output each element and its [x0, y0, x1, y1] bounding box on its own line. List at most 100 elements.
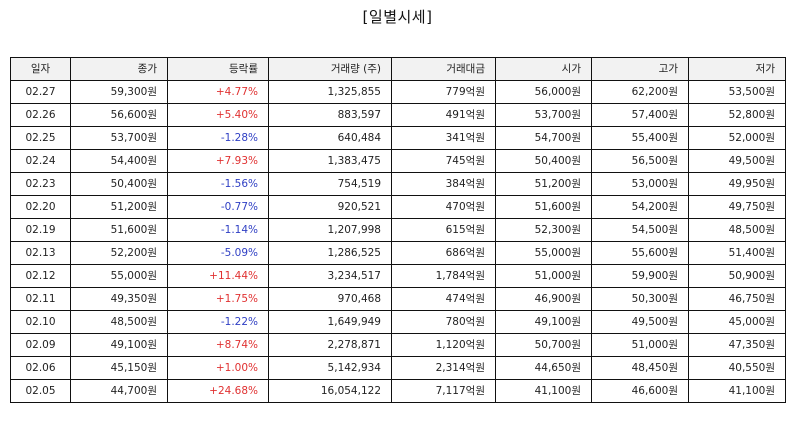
- cell-open: 51,000원: [495, 264, 592, 288]
- cell-date: 02.25: [10, 126, 71, 150]
- cell-change: -1.14%: [167, 218, 269, 242]
- cell-high: 48,450원: [591, 356, 689, 380]
- cell-close: 51,600원: [70, 218, 168, 242]
- cell-change: +11.44%: [167, 264, 269, 288]
- cell-open: 54,700원: [495, 126, 592, 150]
- cell-high: 46,600원: [591, 379, 689, 403]
- cell-low: 49,750원: [688, 195, 786, 219]
- cell-date: 02.24: [10, 149, 71, 173]
- table-row: 02.09 49,100원 +8.74% 2,278,871 1,120억원 50,700…: [10, 333, 786, 357]
- cell-volume: 3,234,517: [268, 264, 392, 288]
- cell-open: 51,600원: [495, 195, 592, 219]
- cell-change: -1.22%: [167, 310, 269, 334]
- cell-volume: 754,519: [268, 172, 392, 196]
- cell-date: 02.13: [10, 241, 71, 265]
- table-row: 02.10 48,500원 -1.22% 1,649,949 780억원 49,100원 4…: [10, 310, 786, 334]
- cell-volume: 1,383,475: [268, 149, 392, 173]
- daily-price-table: 일자 종가 등락률 거래량 (주) 거래대금 시가 고가 저가 02.27 59,…: [10, 57, 786, 403]
- cell-high: 54,500원: [591, 218, 689, 242]
- header-close: 종가: [70, 57, 168, 81]
- cell-date: 02.11: [10, 287, 71, 311]
- cell-low: 49,500원: [688, 149, 786, 173]
- cell-low: 52,000원: [688, 126, 786, 150]
- table-row: 02.06 45,150원 +1.00% 5,142,934 2,314억원 44,650…: [10, 356, 786, 380]
- cell-low: 46,750원: [688, 287, 786, 311]
- cell-open: 56,000원: [495, 80, 592, 104]
- cell-amount: 779억원: [391, 80, 496, 104]
- cell-open: 52,300원: [495, 218, 592, 242]
- header-open: 시가: [495, 57, 592, 81]
- table-header-row: 일자 종가 등락률 거래량 (주) 거래대금 시가 고가 저가: [10, 57, 786, 81]
- cell-amount: 7,117억원: [391, 379, 496, 403]
- table-row: 02.12 55,000원 +11.44% 3,234,517 1,784억원 51,00…: [10, 264, 786, 288]
- cell-open: 55,000원: [495, 241, 592, 265]
- cell-close: 54,400원: [70, 149, 168, 173]
- cell-low: 45,000원: [688, 310, 786, 334]
- cell-high: 55,600원: [591, 241, 689, 265]
- header-amount: 거래대금: [391, 57, 496, 81]
- cell-volume: 1,649,949: [268, 310, 392, 334]
- cell-amount: 491억원: [391, 103, 496, 127]
- cell-high: 62,200원: [591, 80, 689, 104]
- cell-volume: 640,484: [268, 126, 392, 150]
- cell-change: -5.09%: [167, 241, 269, 265]
- cell-close: 55,000원: [70, 264, 168, 288]
- header-date: 일자: [10, 57, 71, 81]
- cell-close: 59,300원: [70, 80, 168, 104]
- table-row: 02.11 49,350원 +1.75% 970,468 474억원 46,900원 50,…: [10, 287, 786, 311]
- cell-change: +4.77%: [167, 80, 269, 104]
- table-row: 02.23 50,400원 -1.56% 754,519 384억원 51,200원 53,…: [10, 172, 786, 196]
- cell-date: 02.12: [10, 264, 71, 288]
- cell-high: 50,300원: [591, 287, 689, 311]
- cell-volume: 970,468: [268, 287, 392, 311]
- cell-volume: 1,325,855: [268, 80, 392, 104]
- cell-change: +1.75%: [167, 287, 269, 311]
- header-low: 저가: [688, 57, 786, 81]
- cell-change: +1.00%: [167, 356, 269, 380]
- cell-change: +8.74%: [167, 333, 269, 357]
- cell-amount: 780억원: [391, 310, 496, 334]
- cell-high: 55,400원: [591, 126, 689, 150]
- table-row: 02.13 52,200원 -5.09% 1,286,525 686억원 55,000원 5…: [10, 241, 786, 265]
- cell-high: 56,500원: [591, 149, 689, 173]
- cell-low: 52,800원: [688, 103, 786, 127]
- cell-change: -0.77%: [167, 195, 269, 219]
- cell-change: +24.68%: [167, 379, 269, 403]
- cell-low: 41,100원: [688, 379, 786, 403]
- cell-close: 56,600원: [70, 103, 168, 127]
- table-body: 02.27 59,300원 +4.77% 1,325,855 779억원 56,000원 6…: [10, 80, 786, 403]
- cell-change: +5.40%: [167, 103, 269, 127]
- cell-amount: 470억원: [391, 195, 496, 219]
- cell-amount: 745억원: [391, 149, 496, 173]
- cell-close: 49,100원: [70, 333, 168, 357]
- cell-change: +7.93%: [167, 149, 269, 173]
- cell-high: 53,000원: [591, 172, 689, 196]
- cell-date: 02.10: [10, 310, 71, 334]
- cell-date: 02.27: [10, 80, 71, 104]
- cell-volume: 920,521: [268, 195, 392, 219]
- header-volume: 거래량 (주): [268, 57, 392, 81]
- cell-close: 44,700원: [70, 379, 168, 403]
- cell-amount: 1,784억원: [391, 264, 496, 288]
- cell-high: 59,900원: [591, 264, 689, 288]
- cell-open: 50,400원: [495, 149, 592, 173]
- cell-low: 51,400원: [688, 241, 786, 265]
- table-row: 02.24 54,400원 +7.93% 1,383,475 745억원 50,400원 5…: [10, 149, 786, 173]
- cell-volume: 883,597: [268, 103, 392, 127]
- header-change: 등락률: [167, 57, 269, 81]
- cell-open: 50,700원: [495, 333, 592, 357]
- cell-close: 48,500원: [70, 310, 168, 334]
- cell-high: 54,200원: [591, 195, 689, 219]
- cell-date: 02.20: [10, 195, 71, 219]
- table-row: 02.19 51,600원 -1.14% 1,207,998 615억원 52,300원 5…: [10, 218, 786, 242]
- cell-low: 49,950원: [688, 172, 786, 196]
- cell-open: 44,650원: [495, 356, 592, 380]
- cell-date: 02.05: [10, 379, 71, 403]
- cell-amount: 2,314억원: [391, 356, 496, 380]
- cell-open: 53,700원: [495, 103, 592, 127]
- cell-low: 53,500원: [688, 80, 786, 104]
- cell-low: 40,550원: [688, 356, 786, 380]
- cell-close: 53,700원: [70, 126, 168, 150]
- cell-date: 02.19: [10, 218, 71, 242]
- cell-amount: 341억원: [391, 126, 496, 150]
